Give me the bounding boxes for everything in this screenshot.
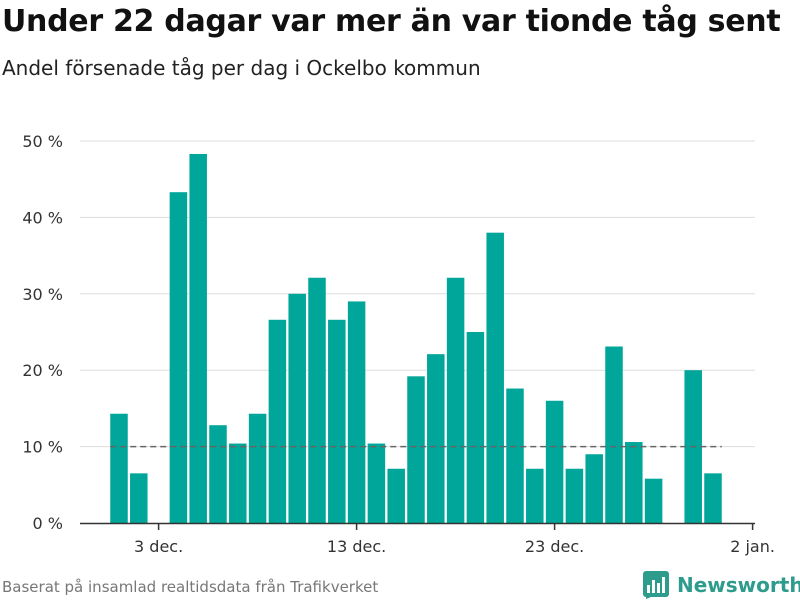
bar	[585, 454, 603, 523]
y-tick-label: 0 %	[33, 514, 63, 533]
bar	[526, 468, 544, 523]
bar	[605, 346, 623, 523]
bar	[565, 468, 584, 523]
brand-name: Newsworthy	[677, 573, 800, 597]
newsworthy-icon	[643, 571, 669, 599]
bar	[308, 277, 326, 523]
chart-title: Under 22 dagar var mer än var tionde tåg…	[2, 4, 781, 39]
x-tick-label: 3 dec.	[134, 537, 183, 556]
bar	[704, 473, 722, 523]
bar	[169, 192, 188, 524]
bar	[625, 442, 643, 523]
y-tick-label: 10 %	[22, 438, 63, 457]
bar	[446, 277, 465, 523]
chart-subtitle: Andel försenade tåg per dag i Ockelbo ko…	[2, 56, 481, 80]
bar	[248, 413, 267, 523]
y-tick-label: 30 %	[22, 285, 63, 304]
x-tick-label: 13 dec.	[327, 537, 386, 556]
bar	[407, 376, 425, 523]
bar	[506, 388, 524, 523]
x-tick-label: 2 jan.	[730, 537, 775, 556]
bar	[644, 478, 663, 523]
bar	[347, 301, 366, 523]
source-note: Baserat på insamlad realtidsdata från Tr…	[2, 578, 379, 596]
bar	[387, 468, 405, 523]
bar	[288, 293, 306, 523]
bar	[545, 400, 564, 523]
bar	[328, 319, 346, 523]
bar	[189, 153, 207, 523]
bar	[110, 413, 128, 523]
bar	[268, 319, 287, 523]
bar	[367, 443, 386, 523]
bar	[466, 332, 485, 523]
newsworthy-logo[interactable]: Newsworthy	[643, 570, 800, 600]
bar	[130, 473, 148, 523]
bar	[427, 354, 445, 523]
y-tick-label: 50 %	[22, 132, 63, 151]
y-tick-label: 20 %	[22, 361, 63, 380]
y-tick-label: 40 %	[22, 208, 63, 227]
bar	[229, 443, 247, 523]
x-tick-label: 23 dec.	[525, 537, 584, 556]
bar	[209, 425, 227, 523]
bar	[486, 232, 504, 523]
